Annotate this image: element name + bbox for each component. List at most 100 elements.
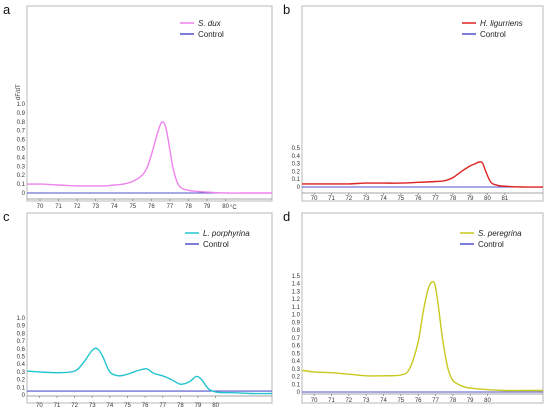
x-tick-label-d: 75 bbox=[397, 398, 404, 404]
y-tick-label-a: 0.3 bbox=[17, 164, 26, 170]
x-tick-label-b: 73 bbox=[363, 196, 370, 202]
panel-d: d S. peregrina Control 70 71 72 73 74 75 76 77 7… bbox=[283, 209, 544, 404]
x-tick-label-d: 74 bbox=[380, 398, 387, 404]
x-tick-label-c: 78 bbox=[177, 403, 184, 409]
panel-label-c: c bbox=[3, 209, 10, 224]
y-tick-label-a: 1.0 bbox=[17, 102, 26, 108]
legend-label-c-sample: L. porphyrina bbox=[203, 229, 250, 238]
x-tick-label-b: 71 bbox=[328, 196, 335, 202]
x-tick-label-d: 77 bbox=[432, 398, 439, 404]
y-tick-label-c: 0.4 bbox=[17, 362, 26, 368]
y-tick-label-b: 0.1 bbox=[292, 177, 301, 183]
y-tick-label-a: 0.5 bbox=[17, 147, 26, 153]
x-tick-label-a: 75 bbox=[129, 204, 136, 210]
x-tick-label-c: 70 bbox=[36, 403, 43, 409]
x-tick-label-b: 75 bbox=[397, 196, 404, 202]
y-tick-label-d: 0.7 bbox=[292, 336, 301, 342]
y-tick-label-c: 0.6 bbox=[17, 347, 26, 353]
y-tick-label-a: 0.2 bbox=[17, 173, 26, 179]
legend-label-d-sample: S. peregrina bbox=[478, 229, 522, 238]
y-tick-label-d: 0.9 bbox=[292, 320, 301, 326]
legend-label-d-control: Control bbox=[478, 240, 504, 249]
y-tick-label-a: 0 bbox=[22, 191, 26, 197]
y-axis-label-a: dF/dT bbox=[16, 84, 22, 100]
x-tick-label-d: 72 bbox=[345, 398, 352, 404]
x-tick-label-a: 71 bbox=[55, 204, 62, 210]
legend-label-b-sample: H. ligurriens bbox=[480, 19, 523, 28]
x-tick-label-d: 78 bbox=[449, 398, 456, 404]
series-line-d-sample bbox=[301, 280, 543, 392]
x-tick-label-b: 76 bbox=[415, 196, 422, 202]
x-tick-label-b: 80 bbox=[484, 196, 491, 202]
y-tick-label-d: 1.4 bbox=[292, 282, 301, 288]
x-tick-label-d: 80 bbox=[484, 398, 491, 404]
y-tick-label-d: 0.8 bbox=[292, 328, 301, 334]
y-tick-label-b: 0 bbox=[297, 185, 301, 191]
y-tick-label-b: 0.5 bbox=[292, 146, 301, 152]
y-tick-label-d: 1.2 bbox=[292, 297, 301, 303]
x-tick-label-b: 70 bbox=[311, 196, 318, 202]
y-tick-label-d: 1.5 bbox=[292, 274, 301, 280]
x-tick-label-c: 75 bbox=[124, 403, 131, 409]
y-tick-label-c: 0.7 bbox=[17, 339, 26, 345]
x-tick-label-a: 72 bbox=[74, 204, 81, 210]
x-tick-label-a: 79 bbox=[204, 204, 211, 210]
x-unit-label-a: °C bbox=[230, 205, 237, 211]
y-tick-label-c: 0.9 bbox=[17, 324, 26, 330]
x-tick-label-c: 79 bbox=[195, 403, 202, 409]
x-tick-label-b: 79 bbox=[467, 196, 474, 202]
x-tick-label-a: 77 bbox=[167, 204, 174, 210]
panel-label-b: b bbox=[283, 2, 290, 17]
legend-label-a-control: Control bbox=[198, 30, 224, 39]
x-tick-label-a: 74 bbox=[111, 204, 118, 210]
y-tick-label-d: 0.2 bbox=[292, 375, 301, 381]
y-tick-label-a: 0.8 bbox=[17, 120, 26, 126]
legend-label-b-control: Control bbox=[480, 30, 506, 39]
legend-label-a-sample: S. dux bbox=[198, 19, 222, 28]
panel-label-d: d bbox=[283, 209, 290, 224]
y-tick-label-c: 0.8 bbox=[17, 331, 26, 337]
x-tick-label-b: 81 bbox=[502, 196, 509, 202]
legend-label-c-control: Control bbox=[203, 240, 229, 249]
x-tick-label-d: 71 bbox=[328, 398, 335, 404]
y-tick-label-a: 0.6 bbox=[17, 138, 26, 144]
y-tick-label-c: 0 bbox=[22, 393, 26, 399]
series-line-b-sample bbox=[302, 161, 544, 188]
y-tick-label-a: 0.9 bbox=[17, 111, 26, 117]
x-tick-label-b: 77 bbox=[432, 196, 439, 202]
x-tick-label-a: 80 bbox=[222, 204, 229, 210]
x-tick-label-c: 73 bbox=[89, 403, 96, 409]
x-tick-label-c: 76 bbox=[142, 403, 149, 409]
x-tick-label-c: 77 bbox=[159, 403, 166, 409]
y-tick-label-d: 1.3 bbox=[292, 289, 301, 295]
x-tick-label-d: 79 bbox=[467, 398, 474, 404]
x-tick-label-c: 80 bbox=[212, 403, 219, 409]
plot-frame-a bbox=[26, 5, 273, 202]
y-tick-label-c: 0.3 bbox=[17, 370, 26, 376]
plot-frame-b bbox=[301, 5, 544, 202]
y-tick-label-d: 0.5 bbox=[292, 351, 301, 357]
x-tick-label-d: 73 bbox=[363, 398, 370, 404]
plot-frame-d bbox=[301, 212, 544, 404]
y-tick-label-b: 0.2 bbox=[292, 169, 301, 175]
x-tick-label-b: 72 bbox=[345, 196, 352, 202]
y-tick-label-d: 1.0 bbox=[292, 313, 301, 319]
y-tick-label-c: 1.0 bbox=[17, 316, 26, 322]
y-tick-label-a: 0.1 bbox=[17, 182, 26, 188]
series-line-c-sample bbox=[26, 347, 273, 395]
y-tick-label-a: 0.7 bbox=[17, 129, 26, 135]
y-tick-label-d: 0 bbox=[297, 390, 301, 396]
x-tick-label-d: 76 bbox=[415, 398, 422, 404]
x-tick-label-c: 72 bbox=[71, 403, 78, 409]
x-tick-label-b: 78 bbox=[449, 196, 456, 202]
y-tick-label-d: 0.4 bbox=[292, 359, 301, 365]
y-tick-label-c: 0.5 bbox=[17, 355, 26, 361]
panel-b: b H. ligurriens Control 70 71 72 73 74 75 76 77… bbox=[283, 2, 544, 202]
x-tick-label-a: 76 bbox=[148, 204, 155, 210]
x-tick-label-b: 74 bbox=[380, 196, 387, 202]
panel-a: a S. dux Control dF/dT °C 70 71 72 73 74 75 76… bbox=[3, 2, 273, 211]
y-tick-label-b: 0.4 bbox=[292, 154, 301, 160]
y-tick-label-a: 0.4 bbox=[17, 155, 26, 161]
y-tick-label-c: 0.2 bbox=[17, 378, 26, 384]
